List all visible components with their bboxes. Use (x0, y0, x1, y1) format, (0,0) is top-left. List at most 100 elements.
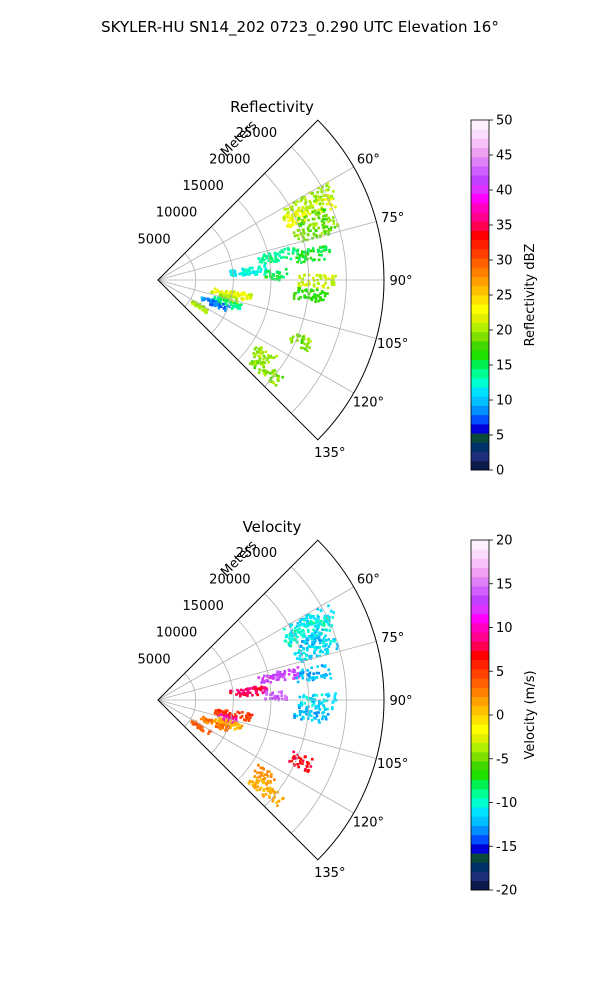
radar-pixel (299, 284, 302, 288)
radar-pixel (217, 296, 220, 300)
colorbar-tick-label: 10 (496, 394, 513, 409)
radar-pixel (302, 221, 306, 224)
radar-pixel (234, 716, 238, 719)
radar-pixel (320, 701, 324, 704)
radar-pixel (310, 666, 313, 669)
radar-pixel (303, 624, 306, 627)
radar-pixel (308, 712, 311, 716)
radar-pixel (256, 785, 259, 788)
radar-pixel (323, 706, 326, 709)
radar-pixel (307, 292, 311, 295)
radar-pixel (303, 238, 307, 242)
radar-pixel (192, 721, 196, 725)
radar-pixel (264, 267, 268, 271)
radar-pixel (230, 303, 233, 306)
radar-pixel (246, 712, 250, 715)
radar-pixel (282, 275, 285, 279)
radar-pixel (326, 707, 329, 711)
radar-pixel (238, 303, 241, 307)
radar-pixel (235, 721, 238, 725)
radar-pixel (258, 260, 262, 264)
radar-pixel (326, 286, 330, 290)
radar-pixel (313, 631, 317, 635)
radar-pixel (321, 217, 325, 221)
radar-pixel (304, 708, 308, 711)
radar-pixel (317, 719, 320, 722)
radar-pixel (284, 696, 287, 700)
radar-pixel (308, 206, 311, 209)
radar-pixel (315, 198, 318, 202)
radar-pixel (318, 631, 321, 635)
radar-pixel (320, 693, 324, 697)
radar-pixel (296, 249, 299, 253)
radar-pixel (301, 206, 305, 210)
radar-pixel (298, 713, 302, 717)
radar-pixel (313, 233, 316, 237)
radar-pixel (293, 712, 297, 716)
radar-cell (247, 775, 285, 807)
radar-pixel (306, 251, 310, 254)
radar-pixel (283, 247, 286, 251)
colorbar-segment (471, 166, 489, 176)
radar-pixel (263, 355, 267, 359)
radar-pixel (291, 220, 295, 224)
radar-pixel (323, 676, 326, 679)
colorbar-segment (471, 549, 489, 559)
range-tick-label: 5000 (138, 652, 171, 667)
radar-pixel (237, 723, 241, 727)
radar-pixel (305, 616, 309, 620)
radar-pixel (281, 250, 285, 254)
radar-pixel (230, 269, 233, 272)
radar-pixel (219, 720, 223, 724)
radar-pixel (202, 715, 205, 719)
radar-cell (295, 245, 331, 264)
radar-pixel (280, 694, 284, 698)
radar-pixel (213, 711, 217, 715)
radar-pixel (272, 274, 276, 278)
radar-pixel (319, 188, 323, 191)
colorbar-segment (471, 862, 489, 872)
radar-pixel (256, 781, 260, 785)
radar-pixel (318, 639, 322, 642)
radar-pixel (210, 291, 213, 294)
radar-pixel (308, 223, 312, 227)
radar-pixel (273, 796, 276, 799)
radar-pixel (232, 292, 235, 295)
radar-pixel (201, 729, 205, 733)
radar-pixel (331, 279, 335, 282)
radar-pixel (328, 250, 331, 253)
radar-pixel (301, 235, 305, 238)
radar-pixel (276, 790, 279, 794)
radar-pixel (325, 639, 329, 642)
radar-pixel (332, 281, 336, 284)
radar-pixel (327, 645, 331, 648)
radar-pixel (289, 257, 293, 261)
radar-pixel (235, 295, 239, 299)
radar-pixel (219, 293, 223, 297)
colorbar-segment (471, 212, 489, 222)
colorbar-segment (471, 184, 489, 195)
radar-pixel (215, 722, 219, 725)
radar-pixel (273, 694, 277, 698)
radar-pixel (324, 248, 328, 251)
radar-pixel (321, 715, 325, 718)
radar-pixel (283, 215, 286, 219)
radar-pixel (296, 672, 299, 675)
radar-pixel (303, 211, 307, 214)
radar-pixel (203, 720, 206, 723)
azimuth-tick-label: 60° (357, 153, 380, 168)
radar-pixel (307, 762, 311, 765)
radar-pixel (302, 629, 305, 633)
radar-pixel (213, 291, 216, 294)
radar-pixel (203, 308, 206, 312)
radar-pixel (313, 295, 317, 299)
radar-pixel (325, 619, 328, 622)
radar-pixel (272, 676, 276, 680)
radar-pixel (238, 294, 241, 297)
radar-pixel (273, 696, 277, 699)
radar-pixel (224, 711, 227, 714)
radar-pixel (312, 194, 316, 198)
radar-pixel (206, 718, 210, 722)
colorbar-segment (471, 120, 489, 130)
radar-pixel (306, 706, 309, 710)
